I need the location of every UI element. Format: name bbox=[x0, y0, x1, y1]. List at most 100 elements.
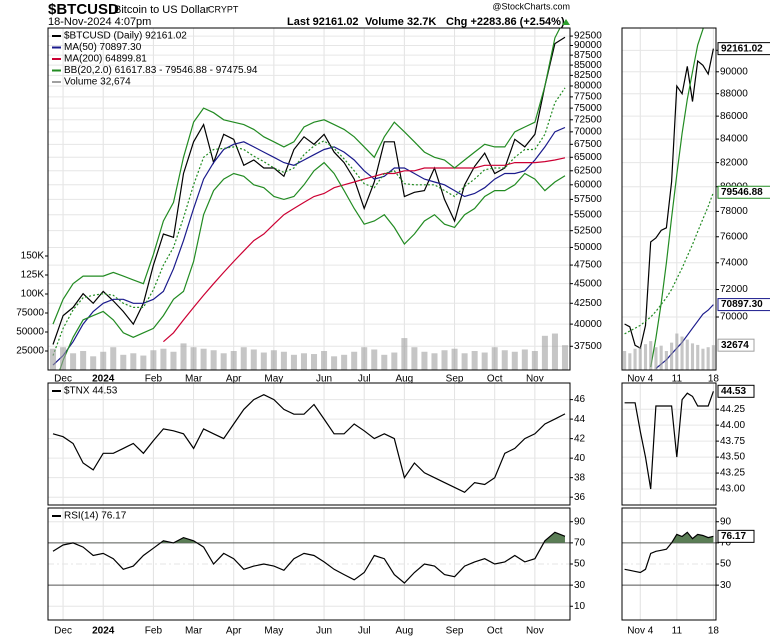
series-line bbox=[163, 157, 566, 343]
y-tick-label: 76000 bbox=[720, 231, 748, 242]
y2-tick-label: 75000 bbox=[16, 308, 44, 319]
plot-area bbox=[622, 28, 716, 370]
y-tick-label: 70000 bbox=[574, 126, 602, 137]
volume-bar bbox=[411, 347, 418, 370]
y-tick-label: 44.00 bbox=[720, 420, 745, 431]
panel-frame bbox=[621, 507, 717, 621]
volume-bar bbox=[561, 345, 568, 370]
x-tick-label: Oct bbox=[487, 374, 503, 385]
volume-bar bbox=[290, 354, 297, 370]
y-tick-label: 50 bbox=[720, 559, 732, 570]
volume-bar bbox=[70, 353, 77, 370]
x-tick-label: 11 bbox=[672, 626, 683, 637]
last-value-box bbox=[717, 384, 755, 398]
y-tick-label: 90000 bbox=[720, 66, 748, 77]
last-value-box bbox=[717, 185, 770, 199]
last-value-label: 44.53 bbox=[721, 386, 746, 397]
volume-bar bbox=[280, 351, 287, 370]
x-tick-label: Sep bbox=[446, 626, 464, 637]
last-value-label: 76.17 bbox=[721, 531, 746, 542]
x-tick-label: 18 bbox=[708, 374, 720, 385]
y-tick-label: 46 bbox=[574, 394, 586, 405]
series-line bbox=[650, 28, 704, 368]
series-line bbox=[52, 126, 566, 366]
y-tick-label: 80000 bbox=[574, 81, 602, 92]
x-tick-label: Aug bbox=[395, 626, 413, 637]
x-tick-label: Feb bbox=[145, 374, 163, 385]
volume-bar bbox=[130, 353, 137, 370]
x-tick-label: 11 bbox=[672, 374, 683, 385]
x-tick-label: May bbox=[264, 626, 283, 637]
y-tick-label: 42500 bbox=[574, 298, 602, 309]
volume-bar bbox=[110, 347, 117, 370]
x-tick-label: Dec bbox=[54, 374, 72, 385]
y-tick-label: 30 bbox=[720, 580, 732, 591]
y2-tick-label: 50000 bbox=[16, 327, 44, 338]
volume-bar bbox=[654, 347, 658, 370]
x-tick-label: Nov bbox=[526, 626, 544, 637]
volume-bar bbox=[461, 353, 468, 370]
last-value-box bbox=[717, 338, 755, 352]
symbol: $BTCUSD bbox=[48, 1, 119, 18]
panel-frame bbox=[621, 27, 717, 371]
volume-bar bbox=[230, 351, 237, 370]
y-tick-label: 70000 bbox=[720, 312, 748, 323]
y-tick-label: 43.50 bbox=[720, 452, 745, 463]
volume-bar bbox=[341, 354, 348, 370]
last-value-label: 70897.30 bbox=[721, 299, 763, 310]
volume-bar bbox=[200, 348, 207, 370]
volume-bar bbox=[649, 341, 653, 370]
last-value-label: 32674 bbox=[721, 340, 749, 351]
y-tick-label: 90 bbox=[574, 516, 586, 527]
volume-bar bbox=[140, 355, 147, 370]
series-line bbox=[59, 161, 566, 370]
volume-bar bbox=[711, 345, 715, 370]
volume-bar bbox=[100, 351, 107, 370]
volume-bar bbox=[431, 353, 438, 370]
last-value-label: 92161.02 bbox=[721, 43, 763, 54]
panel-frame bbox=[47, 507, 571, 621]
volume-bar bbox=[696, 344, 700, 370]
y2-tick-label: 100K bbox=[21, 289, 45, 300]
y-tick-label: 70 bbox=[574, 538, 586, 549]
volume-bar bbox=[638, 347, 642, 370]
volume-bar bbox=[150, 350, 157, 370]
y-tick-label: 40 bbox=[574, 453, 586, 464]
y-tick-label: 38 bbox=[574, 472, 586, 483]
panel-frame bbox=[47, 27, 571, 371]
y-tick-label: 82500 bbox=[574, 70, 602, 81]
x-tick-label: Mar bbox=[185, 626, 203, 637]
last-value-box bbox=[717, 529, 755, 543]
series-line bbox=[52, 87, 566, 356]
legend-label: BB(20,2.0) 61617.83 - 79546.88 - 97475.9… bbox=[64, 65, 258, 76]
series-line bbox=[52, 531, 566, 584]
series-line bbox=[624, 531, 714, 574]
volume-bar bbox=[551, 333, 558, 370]
y-tick-label: 82000 bbox=[720, 157, 748, 168]
volume-bar bbox=[240, 347, 247, 370]
y-tick-label: 43.00 bbox=[720, 484, 745, 495]
y2-tick-label: 25000 bbox=[16, 346, 44, 357]
y-tick-label: 40000 bbox=[574, 319, 602, 330]
y-tick-label: 86000 bbox=[720, 111, 748, 122]
x-tick-label: 18 bbox=[708, 626, 720, 637]
plot-area bbox=[622, 508, 716, 620]
plot-area bbox=[48, 508, 570, 620]
x-tick-label: Nov 4 bbox=[627, 626, 654, 637]
volume-bar bbox=[680, 336, 684, 370]
volume-bar bbox=[300, 353, 307, 370]
y-tick-label: 42 bbox=[574, 433, 586, 444]
volume-bar bbox=[451, 348, 458, 370]
plot-area bbox=[48, 383, 570, 505]
y-tick-label: 92500 bbox=[574, 31, 602, 42]
volume-bar bbox=[491, 347, 498, 370]
volume-bar bbox=[170, 351, 177, 370]
series-line bbox=[52, 394, 566, 494]
series-line bbox=[624, 391, 714, 490]
panel-bg bbox=[622, 28, 716, 370]
x-tick-label: Jul bbox=[358, 626, 371, 637]
y-tick-label: 85000 bbox=[574, 60, 602, 71]
y-tick-label: 10 bbox=[574, 601, 586, 612]
y-tick-label: 50000 bbox=[574, 242, 602, 253]
